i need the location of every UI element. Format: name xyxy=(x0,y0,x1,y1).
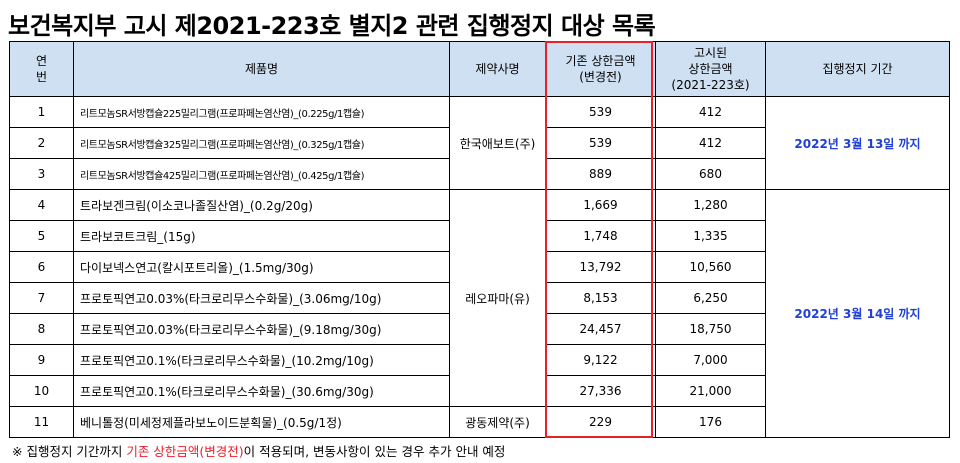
row-old-price: 539 xyxy=(545,96,656,128)
row-new-price: 680 xyxy=(655,158,766,190)
row-product-name: 베니톨정(미세정제플라보노이드분획물)_(0.5g/1정) xyxy=(73,406,450,438)
row-product-name: 프로토픽연고0.1%(타크로리무스수화물)_(30.6mg/30g) xyxy=(73,375,450,407)
row-no: 1 xyxy=(9,96,74,128)
row-no: 4 xyxy=(9,189,74,221)
header-row: 연 번 제품명 제약사명 기존 상한금액 (변경전) 고시된 상한금액 (202… xyxy=(9,41,950,97)
row-old-price: 1,748 xyxy=(545,220,656,252)
row-old-price: 229 xyxy=(545,406,656,438)
row-product-name: 리트모놈SR서방캡슐425밀리그램(프로파페논염산염)_(0.425g/1캡슐) xyxy=(73,158,450,190)
row-new-price: 10,560 xyxy=(655,251,766,283)
row-company: 레오파마(유) xyxy=(449,189,546,407)
header-no-line1: 연 xyxy=(35,54,48,68)
table-row: 4 트라보겐크림(이소코나졸질산염)_(0.2g/20g) 레오파마(유) 1,… xyxy=(9,189,950,438)
table-row: 8 프로토픽연고0.03%(타크로리무스수화물)_(9.18mg/30g) 24… xyxy=(9,313,950,345)
row-no: 2 xyxy=(9,127,74,159)
header-old-line1: 기존 상한금액 xyxy=(565,54,636,68)
row-old-price: 8,153 xyxy=(545,282,656,314)
header-new-price: 고시된 상한금액 (2021-223호) xyxy=(655,41,766,97)
row-period: 2022년 3월 13일 까지 xyxy=(765,96,950,190)
row-new-price: 18,750 xyxy=(655,313,766,345)
table-row: 6 다이보넥스연고(칼시포트리올)_(1.5mg/30g) 13,792 10,… xyxy=(9,251,950,283)
row-no: 6 xyxy=(9,251,74,283)
row-product-name: 리트모놈SR서방캡슐225밀리그램(프로파페논염산염)_(0.225g/1캡슐) xyxy=(73,96,450,128)
row-product-name: 리트모놈SR서방캡슐325밀리그램(프로파페논염산염)_(0.325g/1캡슐) xyxy=(73,127,450,159)
row-no: 11 xyxy=(9,406,74,438)
table-row: 10 프로토픽연고0.1%(타크로리무스수화물)_(30.6mg/30g) 27… xyxy=(9,375,950,407)
row-company: 광동제약(주) xyxy=(449,406,546,438)
row-old-price: 889 xyxy=(545,158,656,190)
header-no: 연 번 xyxy=(9,41,74,97)
row-old-price: 9,122 xyxy=(545,344,656,376)
row-old-price: 24,457 xyxy=(545,313,656,345)
row-product-name: 트라보겐크림(이소코나졸질산염)_(0.2g/20g) xyxy=(73,189,450,221)
row-new-price: 1,335 xyxy=(655,220,766,252)
header-new-line3: (2021-223호) xyxy=(671,78,750,92)
header-old-line2: (변경전) xyxy=(579,70,622,84)
row-new-price: 176 xyxy=(655,406,766,438)
header-new-line2: 상한금액 xyxy=(688,62,733,76)
table-row: 3 리트모놈SR서방캡슐425밀리그램(프로파페논염산염)_(0.425g/1캡… xyxy=(9,158,950,190)
row-new-price: 412 xyxy=(655,96,766,128)
footnote-prefix: ※ 집행정지 기간까지 xyxy=(12,444,127,459)
header-period: 집행정지 기간 xyxy=(765,41,950,97)
row-product-name: 프로토픽연고0.03%(타크로리무스수화물)_(9.18mg/30g) xyxy=(73,313,450,345)
header-old-price: 기존 상한금액 (변경전) xyxy=(545,41,656,97)
row-new-price: 7,000 xyxy=(655,344,766,376)
table-row: 11 베니톨정(미세정제플라보노이드분획물)_(0.5g/1정) 광동제약(주)… xyxy=(9,406,950,438)
row-new-price: 6,250 xyxy=(655,282,766,314)
row-product-name: 프로토픽연고0.1%(타크로리무스수화물)_(10.2mg/10g) xyxy=(73,344,450,376)
row-no: 10 xyxy=(9,375,74,407)
row-new-price: 1,280 xyxy=(655,189,766,221)
row-period: 2022년 3월 14일 까지 xyxy=(765,189,950,438)
suspension-table: 연 번 제품명 제약사명 기존 상한금액 (변경전) 고시된 상한금액 (202… xyxy=(9,41,950,438)
table-row: 2 리트모놈SR서방캡슐325밀리그램(프로파페논염산염)_(0.325g/1캡… xyxy=(9,127,950,159)
header-product: 제품명 xyxy=(73,41,450,97)
row-old-price: 27,336 xyxy=(545,375,656,407)
row-no: 5 xyxy=(9,220,74,252)
row-no: 7 xyxy=(9,282,74,314)
page-title: 보건복지부 고시 제2021-223호 별지2 관련 집행정지 대상 목록 xyxy=(8,12,656,40)
row-old-price: 539 xyxy=(545,127,656,159)
row-no: 3 xyxy=(9,158,74,190)
row-product-name: 프로토픽연고0.03%(타크로리무스수화물)_(3.06mg/10g) xyxy=(73,282,450,314)
footnote-suffix: 이 적용되며, 변동사항이 있는 경우 추가 안내 예정 xyxy=(243,444,506,459)
header-company: 제약사명 xyxy=(449,41,546,97)
row-new-price: 412 xyxy=(655,127,766,159)
row-company: 한국애보트(주) xyxy=(449,96,546,190)
row-old-price: 13,792 xyxy=(545,251,656,283)
header-new-line1: 고시된 xyxy=(693,46,728,60)
footnote-highlight: 기존 상한금액(변경전) xyxy=(126,444,244,459)
table-row: 7 프로토픽연고0.03%(타크로리무스수화물)_(3.06mg/10g) 8,… xyxy=(9,282,950,314)
row-product-name: 다이보넥스연고(칼시포트리올)_(1.5mg/30g) xyxy=(73,251,450,283)
row-product-name: 트라보코트크림_(15g) xyxy=(73,220,450,252)
footnote: ※ 집행정지 기간까지 기존 상한금액(변경전)이 적용되며, 변동사항이 있는… xyxy=(12,441,505,460)
row-new-price: 21,000 xyxy=(655,375,766,407)
row-no: 8 xyxy=(9,313,74,345)
row-old-price: 1,669 xyxy=(545,189,656,221)
table-row: 9 프로토픽연고0.1%(타크로리무스수화물)_(10.2mg/10g) 9,1… xyxy=(9,344,950,376)
table-row: 1 리트모놈SR서방캡슐225밀리그램(프로파페논염산염)_(0.225g/1캡… xyxy=(9,96,950,190)
row-no: 9 xyxy=(9,344,74,376)
header-no-line2: 번 xyxy=(35,70,48,84)
